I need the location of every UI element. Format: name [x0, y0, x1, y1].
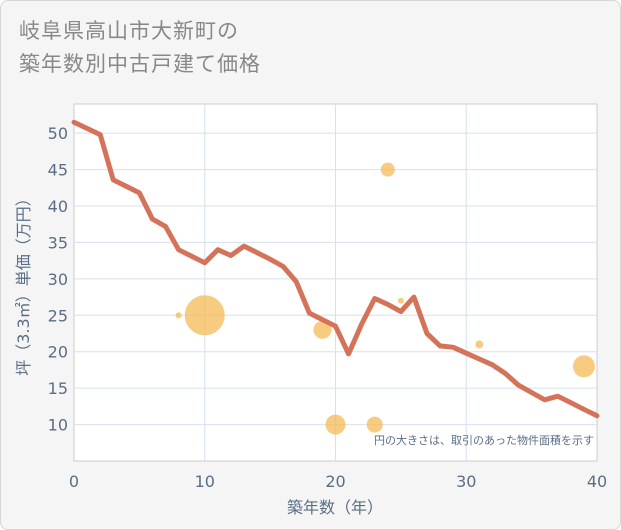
x-tick-40: 40	[587, 472, 607, 491]
chart-title-line1: 岐阜県高山市大新町の	[19, 19, 239, 43]
chart-title: 岐阜県高山市大新町の 築年数別中古戸建て価格	[19, 15, 261, 81]
price-trend-line	[71, 119, 600, 419]
bubble-size-note: 円の大きさは、取引のあった物件面積を示す	[374, 433, 594, 447]
x-tick-0: 0	[69, 472, 79, 491]
x-axis-title: 築年数（年）	[287, 498, 383, 517]
y-axis-title: 坪（3.3㎡）単価（万円）	[14, 190, 33, 375]
x-tick-30: 30	[456, 472, 476, 491]
y-tick-labels: 10 15 20 25 30 35 40 45 50	[48, 124, 68, 434]
y-tick-30: 30	[48, 270, 68, 289]
bubble-7	[475, 340, 484, 349]
y-tick-15: 15	[48, 379, 68, 398]
bubble-6	[397, 297, 404, 304]
x-tick-20: 20	[325, 472, 345, 491]
y-tick-35: 35	[48, 233, 68, 252]
bubble-2	[313, 320, 332, 339]
x-tick-labels: 0 10 20 30 40	[69, 472, 607, 491]
y-tick-10: 10	[48, 416, 68, 435]
y-tick-50: 50	[48, 124, 68, 143]
y-tick-20: 20	[48, 343, 68, 362]
bubble-3	[325, 414, 346, 435]
x-tick-10: 10	[195, 472, 215, 491]
y-tick-45: 45	[48, 161, 68, 180]
y-tick-25: 25	[48, 306, 68, 325]
bubble-8	[572, 355, 595, 378]
bubbles	[175, 162, 595, 435]
bubble-4	[366, 416, 383, 433]
bubble-0	[175, 312, 182, 319]
y-tick-40: 40	[48, 197, 68, 216]
chart-title-line2: 築年数別中古戸建て価格	[19, 52, 261, 76]
bubble-5	[380, 162, 395, 177]
bubble-1	[184, 295, 225, 336]
